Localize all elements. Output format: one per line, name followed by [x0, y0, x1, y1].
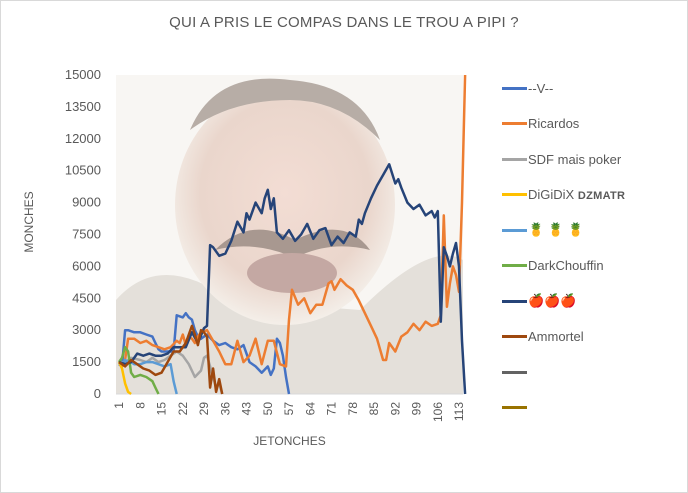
y-tick-label: 0 [94, 386, 101, 401]
plot-background-photo [116, 75, 463, 394]
y-tick-label: 12000 [65, 131, 101, 146]
series-line-6 [118, 163, 467, 395]
legend-label: 🍍 🍍 🍍 [528, 222, 584, 237]
x-tick-label: 50 [261, 402, 275, 416]
series-line-1 [117, 74, 467, 368]
x-tick-label: 71 [325, 402, 339, 416]
legend-item: --V-- [502, 78, 553, 98]
x-tick-label: 113 [452, 402, 466, 421]
legend-swatch [502, 228, 527, 232]
x-tick-label: 106 [431, 402, 445, 422]
series-line-5 [117, 345, 160, 395]
legend-item [502, 398, 528, 418]
series-line-7 [118, 324, 224, 395]
x-axis-label: JETONCHES [253, 434, 326, 448]
x-tick-label: 78 [346, 402, 360, 416]
legend-label: 🍎🍎🍎 [528, 293, 577, 308]
legend-swatch [502, 335, 527, 338]
x-tick-label: 92 [388, 402, 402, 416]
legend-swatch [502, 370, 527, 374]
y-tick-label: 15000 [65, 67, 101, 82]
legend-swatch [502, 264, 527, 267]
legend-swatch [502, 86, 527, 90]
legend-item: DarkChouffin [502, 256, 604, 276]
legend-item: SDF mais poker [502, 149, 621, 169]
legend-label: Ammortel [528, 329, 584, 344]
x-tick-label: 1 [112, 402, 126, 409]
legend-label: --V-- [528, 80, 554, 96]
y-tick-label: 3000 [72, 322, 101, 337]
x-tick-label: 85 [367, 402, 381, 416]
legend-swatch [502, 193, 527, 196]
y-tick-label: 4500 [72, 290, 101, 305]
x-tick-label: 36 [218, 402, 232, 416]
legend-swatch [502, 157, 527, 161]
y-tick-label: 1500 [72, 354, 101, 369]
x-tick-label: 64 [303, 402, 317, 416]
x-tick-label: 15 [155, 402, 169, 416]
x-tick-label: 29 [197, 402, 211, 416]
legend-swatch [502, 406, 527, 409]
legend-swatch [502, 299, 527, 303]
legend-label: DiGiDiX DZMATR [528, 187, 626, 202]
legend-item: Ammortel [502, 327, 584, 347]
legend-item: 🍍 🍍 🍍 [502, 220, 584, 240]
y-tick-label: 10500 [65, 163, 101, 178]
y-tick-label: 6000 [72, 258, 101, 273]
series-line-3 [117, 361, 132, 396]
y-tick-label: 9000 [72, 195, 101, 210]
legend-item [502, 362, 528, 382]
x-tick-label: 99 [410, 402, 424, 416]
chart-title: QUI A PRIS LE COMPAS DANS LE TROU A PIPI… [169, 14, 519, 31]
legend-item: DiGiDiX DZMATR [502, 185, 625, 205]
legend-label: Ricardos [528, 116, 580, 131]
legend-item: 🍎🍎🍎 [502, 291, 577, 311]
y-tick-label: 13500 [65, 99, 101, 114]
legend-label: SDF mais poker [528, 151, 622, 167]
series-line-4 [118, 358, 178, 395]
x-tick-label: 22 [176, 402, 190, 416]
legend-swatch [502, 122, 527, 125]
legend-label: DarkChouffin [528, 258, 604, 273]
x-tick-label: 43 [240, 402, 254, 416]
x-tick-label: 8 [133, 402, 147, 409]
y-tick-label: 7500 [72, 227, 101, 242]
legend-item: Ricardos [502, 114, 579, 134]
x-tick-label: 57 [282, 402, 296, 416]
